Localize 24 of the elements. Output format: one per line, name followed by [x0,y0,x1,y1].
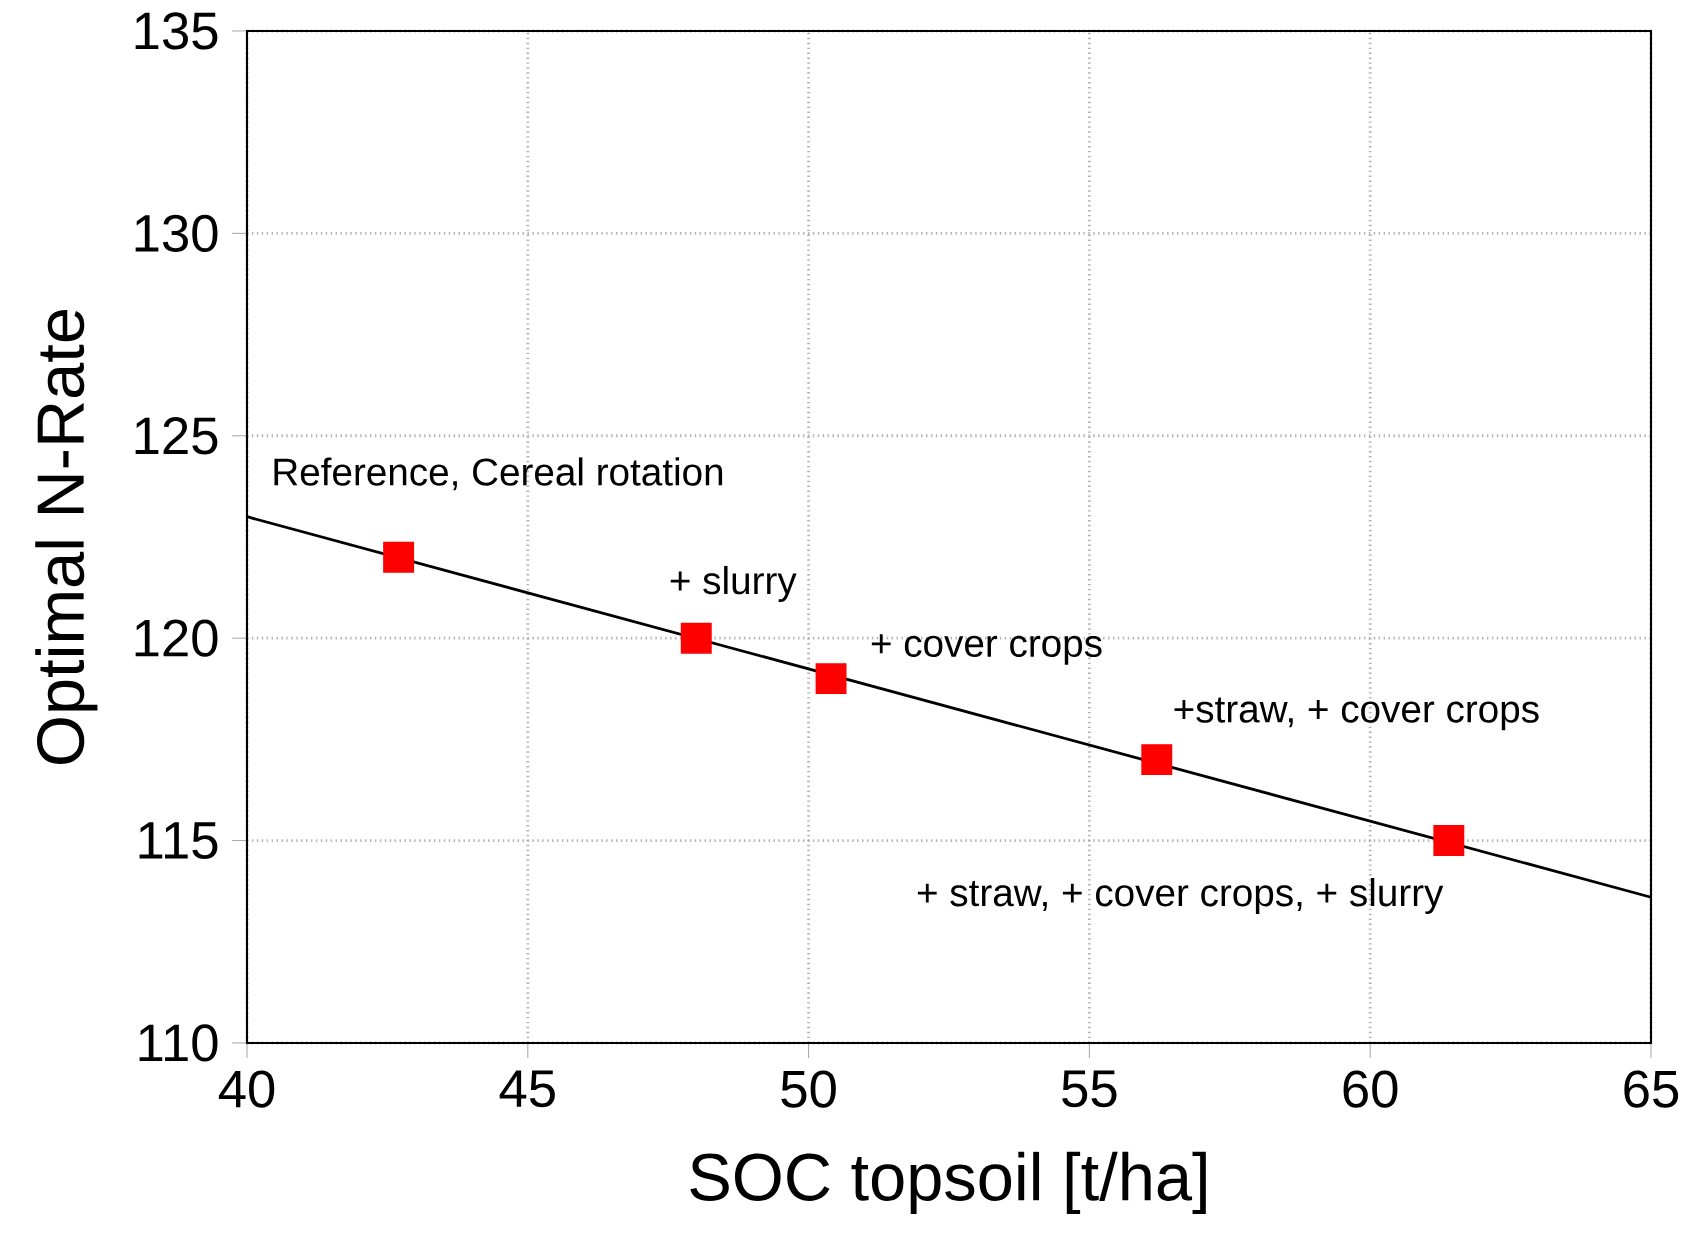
y-tick-label: 120 [135,619,218,657]
annotation: + slurry [670,565,797,602]
x-tick-label: 40 [218,1070,275,1108]
y-tick-label: 115 [139,822,218,859]
x-axis-title: SOC topsoil [t/ha] [690,1151,1206,1215]
x-tick-label: 50 [781,1070,836,1108]
annotation: + straw, + cover crops, + slurry [917,878,1444,915]
annotation: +straw, + cover crops [1174,697,1539,731]
annotation: + cover crops [871,634,1102,665]
point [680,622,712,654]
point [1141,744,1173,776]
point [815,663,847,695]
point [1433,825,1465,857]
x-tick-label: 45 [499,1070,555,1108]
x-tick-label: 65 [1624,1070,1679,1108]
x-tick-label: 60 [1343,1070,1398,1108]
y-tick-label: 135 [135,12,218,50]
x-tick-label: 55 [1062,1070,1117,1108]
point [383,541,415,573]
y-tick-label: 125 [135,417,218,455]
annotation: Reference, Cereal rotation [274,457,723,491]
y-tick-label: 110 [139,1024,218,1062]
y-axis-title: Optimal N-Rate [35,309,98,764]
y-tick-label: 130 [135,214,218,253]
